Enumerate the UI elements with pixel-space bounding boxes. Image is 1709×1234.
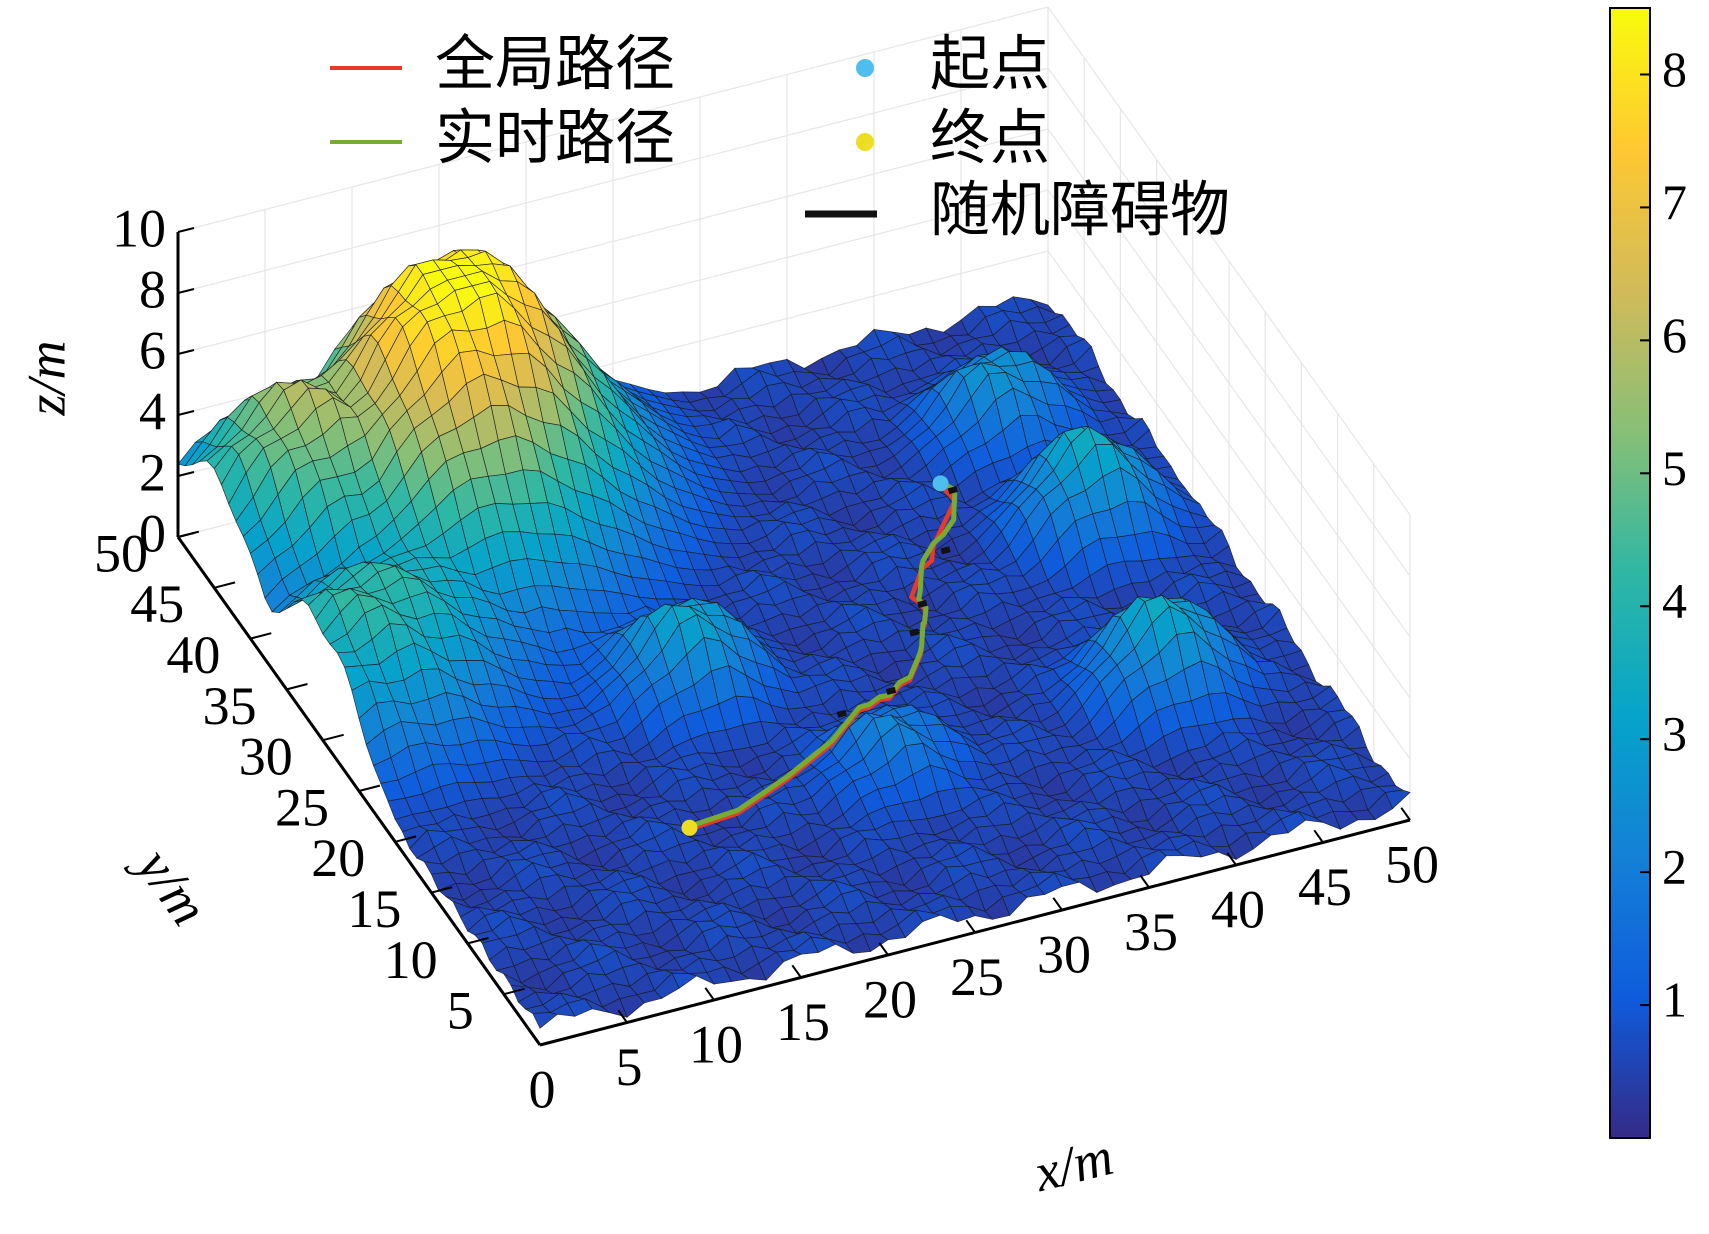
x-tick-label: 50 xyxy=(1385,834,1439,894)
y-tick-label: 20 xyxy=(311,828,365,888)
y-tick xyxy=(431,886,453,894)
obstacle-mark xyxy=(947,486,958,495)
z-axis-label: z/m xyxy=(16,340,76,416)
z-tick-label: 0 xyxy=(139,503,166,563)
x-tick-label: 10 xyxy=(689,1014,743,1074)
start-point-marker xyxy=(932,475,949,492)
y-tick-label: 50 xyxy=(94,523,148,583)
z-tick xyxy=(177,288,195,294)
x-tick xyxy=(530,1032,541,1046)
z-tick-label: 10 xyxy=(112,198,166,258)
colorbar-tick-label: 2 xyxy=(1662,839,1687,895)
z-tick xyxy=(177,227,195,233)
y-tick-label: 30 xyxy=(239,727,293,787)
y-axis-label: y/m xyxy=(123,834,220,936)
obstacle-mark xyxy=(940,546,951,555)
z-tick xyxy=(177,410,195,416)
x-tick-label: 5 xyxy=(616,1037,643,1097)
x-tick xyxy=(791,964,802,979)
terrain-surface xyxy=(177,249,1411,1029)
obstacle-mark xyxy=(885,686,897,695)
y-tick xyxy=(286,683,308,691)
x-tick xyxy=(617,1009,628,1024)
y-tick-label: 40 xyxy=(166,625,220,685)
z-tick-label: 4 xyxy=(139,381,166,441)
x-tick xyxy=(1400,807,1411,821)
y-tick xyxy=(322,733,344,742)
surface-patch xyxy=(1384,789,1411,810)
axes: 0 5 10 15 20 25 30 35 40 45 5051015202530354045500… xyxy=(16,198,1439,1203)
legend-label: 起点 xyxy=(930,30,1050,100)
x-tick-label: 15 xyxy=(776,992,830,1052)
x-axis-label: x/m xyxy=(1028,1126,1119,1203)
x-tick xyxy=(1139,874,1150,889)
back-grid xyxy=(177,6,1411,821)
colorbar-tick-label: 3 xyxy=(1662,706,1687,762)
realtime-path-line xyxy=(688,479,958,829)
y-tick xyxy=(467,937,489,945)
x-tick xyxy=(878,942,889,956)
z-tick-label: 6 xyxy=(139,320,166,380)
x-tick-label: 40 xyxy=(1211,879,1265,939)
y-tick-label: 45 xyxy=(130,574,184,634)
legend-label: 全局路径 xyxy=(435,30,675,100)
x-tick-label: 30 xyxy=(1037,924,1091,984)
x-tick-label: 20 xyxy=(863,969,917,1029)
y-tick-label: 25 xyxy=(275,777,329,837)
colorbar-tick-label: 5 xyxy=(1662,440,1687,496)
obstacle-mark xyxy=(836,709,847,718)
legend-label: 终点 xyxy=(930,104,1050,174)
x-tick-label: 0 xyxy=(529,1059,556,1119)
legend-marker xyxy=(856,133,874,151)
surface-patch xyxy=(532,1012,559,1029)
end-point-marker xyxy=(681,819,698,836)
z-tick xyxy=(177,532,195,538)
colorbar-tick-label: 7 xyxy=(1662,174,1687,230)
x-tick-label: 35 xyxy=(1124,902,1178,962)
x-tick xyxy=(1052,897,1063,911)
z-tick-label: 2 xyxy=(139,442,166,502)
x-tick xyxy=(965,919,976,934)
y-tick-label: 5 xyxy=(447,981,474,1041)
path-layer xyxy=(681,475,958,836)
z-tick xyxy=(177,471,195,477)
colorbar-tick-label: 8 xyxy=(1662,41,1687,97)
y-tick xyxy=(250,632,272,640)
colorbar: 1 2 3 4 5 6 7 8 xyxy=(1609,7,1687,1139)
y-tick-label: 35 xyxy=(203,676,257,736)
legend-label: 实时路径 xyxy=(435,104,675,174)
y-tick-label: 15 xyxy=(347,879,401,939)
y-tick xyxy=(358,784,381,792)
y-tick xyxy=(503,987,525,996)
obstacle-mark xyxy=(909,628,920,637)
colorbar-tick-label: 6 xyxy=(1662,307,1687,363)
y-tick xyxy=(394,835,417,843)
z-tick-label: 8 xyxy=(139,259,166,319)
x-tick-label: 45 xyxy=(1298,857,1352,917)
obstacle-mark xyxy=(917,599,928,608)
x-tick xyxy=(1226,852,1237,866)
colorbar-tick-label: 4 xyxy=(1662,573,1687,629)
z-tick xyxy=(177,349,195,355)
legend-marker xyxy=(856,59,874,77)
x-tick-label: 25 xyxy=(950,947,1004,1007)
y-tick xyxy=(213,581,236,589)
colorbar-bar xyxy=(1609,7,1651,1139)
x-tick xyxy=(1313,829,1324,844)
x-tick xyxy=(704,987,715,1001)
legend-label: 随机障碍物 xyxy=(930,176,1230,246)
colorbar-tick-label: 1 xyxy=(1662,972,1687,1028)
y-tick-label: 10 xyxy=(384,930,438,990)
